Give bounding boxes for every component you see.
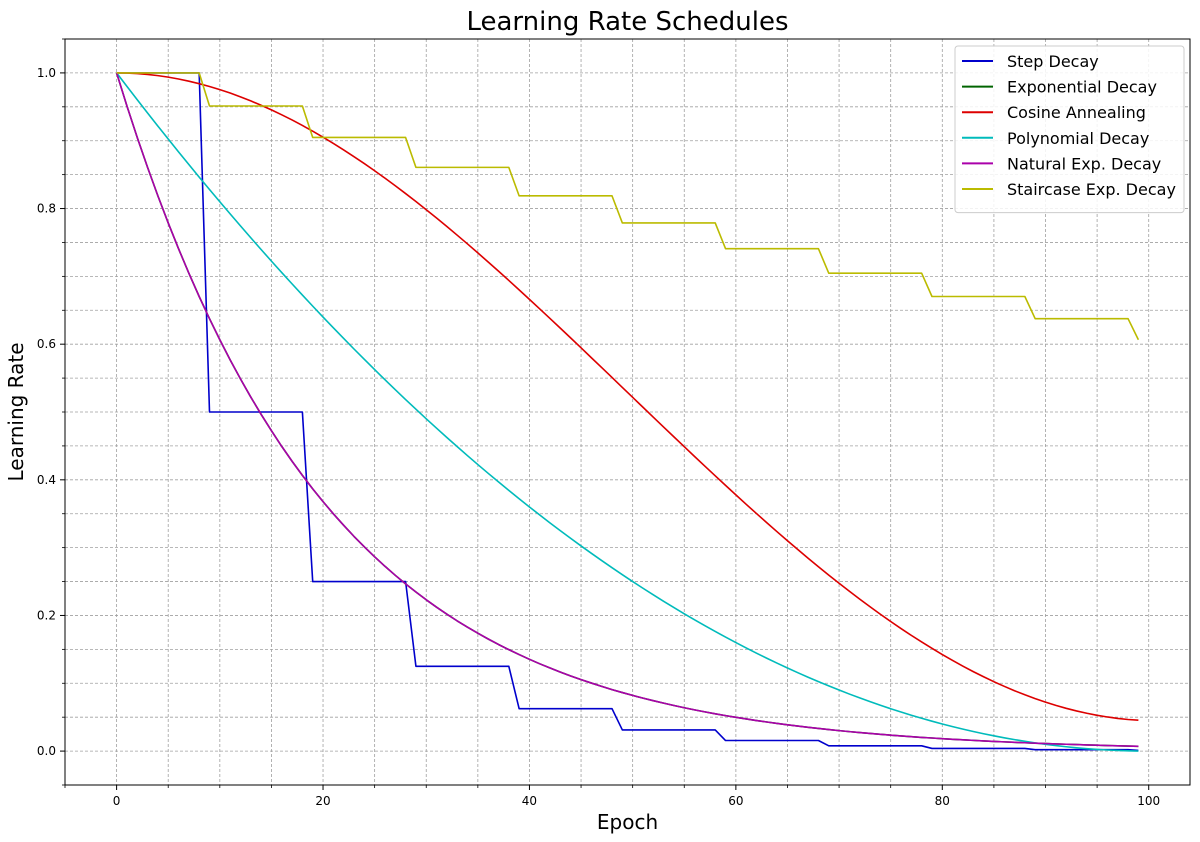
- y-tick-label: 0.0: [37, 744, 56, 758]
- series-line-natural-exp-decay: [115, 72, 1139, 748]
- ticks: 0 20 40 60 80 100 0.0 0.2 0.4 0.6 0.8 1.0: [37, 38, 1160, 808]
- y-tick-label: 1.0: [37, 66, 56, 80]
- y-tick-label: 0.8: [37, 202, 56, 216]
- x-tick-label: 100: [1137, 794, 1160, 808]
- legend-label-exponential-decay: Exponential Decay: [1007, 78, 1157, 97]
- series-line-staircase-exp-decay: [116, 72, 1140, 341]
- series-line-cosine-annealing: [116, 72, 1139, 722]
- legend-label-polynomial-decay: Polynomial Decay: [1007, 129, 1149, 148]
- x-tick-label: 20: [315, 794, 330, 808]
- x-tick-label: 60: [728, 794, 743, 808]
- x-tick-label: 0: [113, 794, 121, 808]
- legend: Step Decay Exponential Decay Cosine Anneal…: [954, 45, 1185, 214]
- legend-label-step-decay: Step Decay: [1007, 52, 1099, 71]
- series-lines: [115, 72, 1140, 752]
- legend-label-natural-exp-decay: Natural Exp. Decay: [1007, 154, 1161, 173]
- chart-title: Learning Rate Schedules: [466, 7, 788, 37]
- series-line-polynomial-decay: [115, 72, 1139, 752]
- series-line-step-decay: [116, 72, 1139, 752]
- y-tick-label: 0.6: [37, 337, 56, 351]
- y-tick-label: 0.4: [37, 473, 56, 487]
- x-tick-label: 80: [935, 794, 950, 808]
- legend-label-cosine-annealing: Cosine Annealing: [1007, 103, 1146, 122]
- legend-label-staircase-exp-decay: Staircase Exp. Decay: [1007, 180, 1176, 199]
- legend-box: [954, 45, 1185, 214]
- y-tick-label: 0.2: [37, 608, 56, 622]
- x-tick-label: 40: [522, 794, 537, 808]
- y-axis-title: Learning Rate: [4, 342, 28, 481]
- x-axis-title: Epoch: [597, 810, 658, 834]
